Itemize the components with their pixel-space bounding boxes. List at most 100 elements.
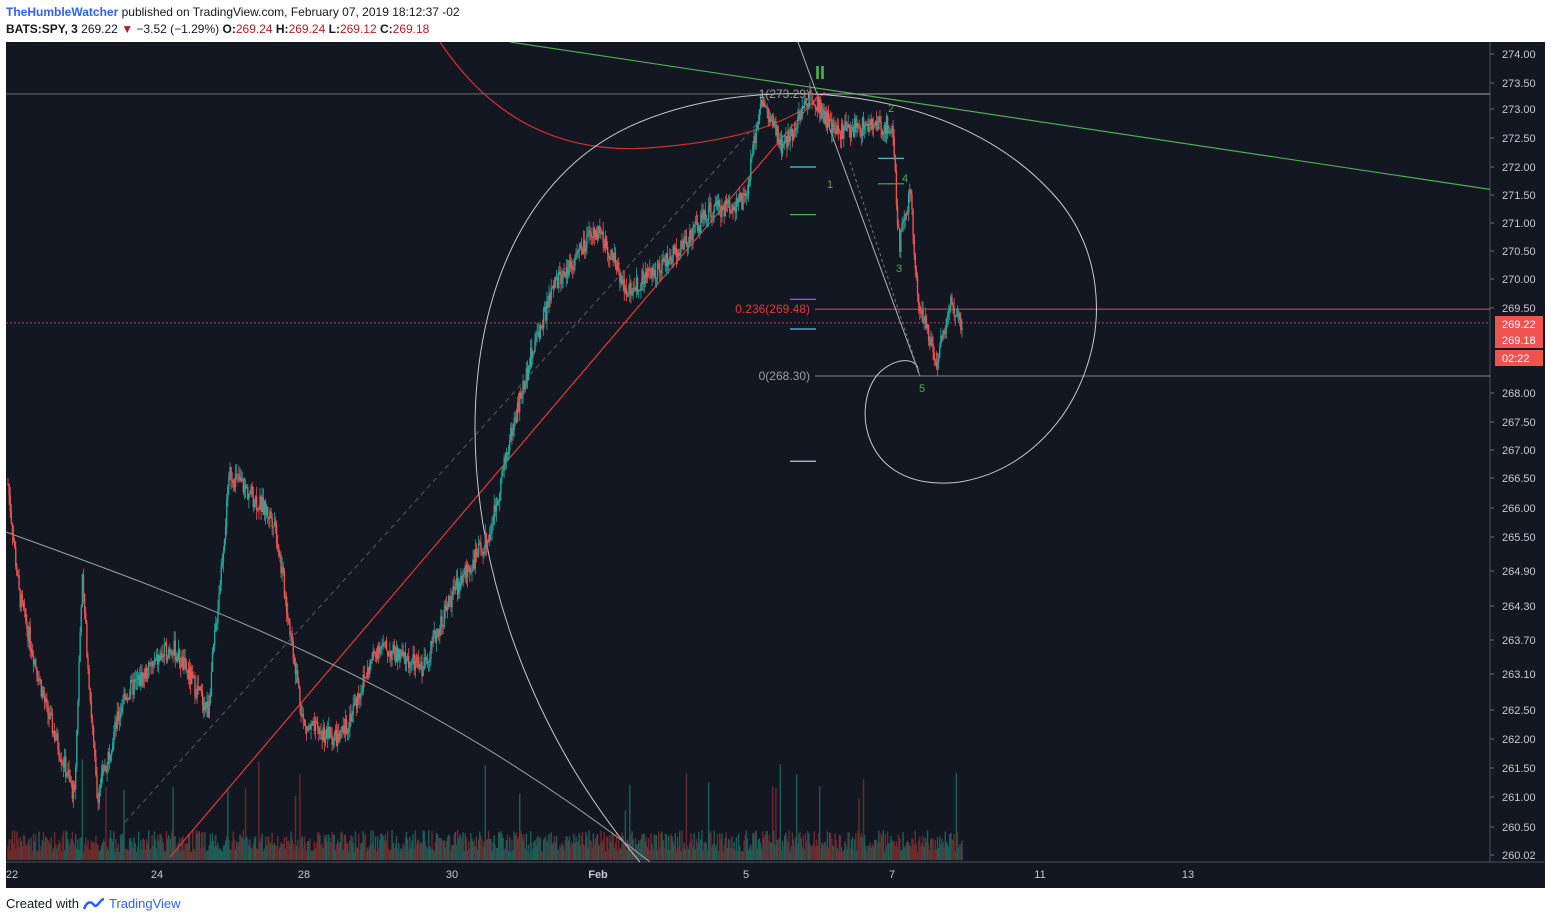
price-axis[interactable]: 274.00273.50273.00272.50272.00271.50271.… [1490, 49, 1543, 862]
volume-bar [250, 848, 252, 860]
volume-bar [272, 844, 274, 860]
candle-body [232, 480, 235, 484]
time-tick-label: 30 [446, 869, 458, 881]
volume-bar [462, 832, 464, 860]
candle-body [507, 450, 510, 454]
candle-body [537, 331, 539, 333]
candle-body [842, 123, 844, 139]
volume-bar [399, 851, 401, 860]
candle-body [670, 256, 672, 264]
volume-bar [298, 848, 300, 860]
candle-body [623, 279, 625, 293]
volume-bar [470, 833, 472, 860]
candle-body [134, 679, 136, 682]
candle-body [454, 586, 457, 591]
candle-body [352, 705, 354, 715]
volume-bar [25, 844, 27, 860]
candle-body [590, 232, 592, 237]
volume-bar [72, 842, 75, 860]
down-arrow-icon: ▼ [121, 22, 134, 36]
volume-bar [833, 846, 835, 860]
volume-bar [425, 846, 428, 860]
volume-bar [503, 849, 505, 860]
candle-body [253, 503, 256, 507]
candle-body [42, 690, 45, 697]
candle-body [605, 236, 608, 247]
candle-body [693, 224, 695, 228]
candle-body [781, 144, 784, 154]
candle-body [793, 130, 796, 132]
candle-body [535, 333, 537, 341]
volume-bar [831, 838, 833, 860]
volume-bar [490, 838, 492, 860]
candle-body [896, 205, 899, 226]
volume-bar [826, 831, 829, 860]
volume-bar [513, 831, 515, 860]
volume-bar [879, 842, 881, 860]
volume-bar [314, 848, 317, 860]
time-axis[interactable]: 22 24 28 30 Feb 5 7 11 13 [6, 869, 1194, 881]
candle-body [891, 125, 893, 132]
candle-body [98, 788, 100, 804]
volume-bar [695, 839, 698, 860]
candle-body [224, 527, 227, 540]
candle-body [109, 756, 112, 761]
volume-bar [43, 841, 46, 860]
candle-body [465, 565, 468, 578]
author-name[interactable]: TheHumbleWatcher [6, 5, 119, 19]
volume-bar [56, 848, 58, 860]
candle-body [46, 698, 48, 702]
candle-body [540, 325, 543, 328]
volume-bar [615, 832, 618, 860]
candle-body [514, 417, 516, 419]
volume-bar [472, 841, 474, 860]
volume-bar [223, 845, 226, 860]
candle-body [53, 730, 56, 740]
candle-body [717, 200, 720, 207]
volume-bar [279, 846, 281, 860]
candle-body [910, 188, 912, 195]
volume-bar [890, 835, 892, 860]
candle-body [315, 721, 318, 723]
candle-body [758, 108, 761, 122]
candle-body [956, 314, 959, 316]
volume-bar [441, 840, 443, 860]
candle-body [153, 661, 156, 663]
candle-body [89, 688, 91, 701]
volume-bar [381, 833, 383, 860]
candle-body [213, 630, 216, 645]
volume-bar [401, 848, 403, 860]
volume-bar [382, 836, 384, 860]
volume-bar [17, 838, 19, 860]
volume-bar [449, 835, 451, 860]
volume-bar [58, 839, 60, 860]
volume-bar [850, 839, 853, 860]
volume-bar [551, 844, 553, 860]
candle-body [524, 383, 526, 390]
candle-body [284, 596, 287, 598]
volume-bar [533, 842, 535, 860]
candle-body [335, 729, 338, 747]
candlesticks [7, 82, 963, 811]
volume-bar [62, 831, 65, 860]
publish-info: TheHumbleWatcher published on TradingVie… [6, 5, 460, 19]
candle-body [252, 497, 255, 507]
candle-body [13, 540, 16, 548]
volume-bar [548, 833, 550, 860]
price-tick-label: 268.00 [1502, 388, 1536, 400]
candle-body [825, 111, 827, 128]
volume-bar [35, 834, 37, 860]
candle-body [150, 662, 152, 665]
candle-body [741, 199, 743, 210]
candle-body [233, 483, 236, 488]
volume-bar [536, 837, 538, 860]
candle-body [355, 698, 358, 709]
candle-body [259, 495, 261, 510]
candle-body [554, 279, 557, 288]
volume-bar [217, 843, 219, 860]
candle-body [517, 402, 520, 412]
tradingview-brand[interactable]: TradingView [108, 896, 181, 911]
candle-body [336, 733, 339, 747]
volume-bar [529, 831, 532, 860]
